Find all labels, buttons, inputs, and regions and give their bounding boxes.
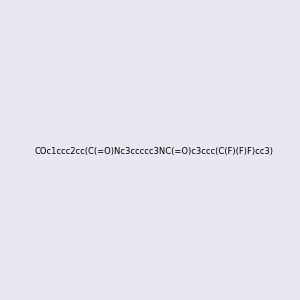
Text: COc1ccc2cc(C(=O)Nc3ccccc3NC(=O)c3ccc(C(F)(F)F)cc3): COc1ccc2cc(C(=O)Nc3ccccc3NC(=O)c3ccc(C(F… (34, 147, 273, 156)
